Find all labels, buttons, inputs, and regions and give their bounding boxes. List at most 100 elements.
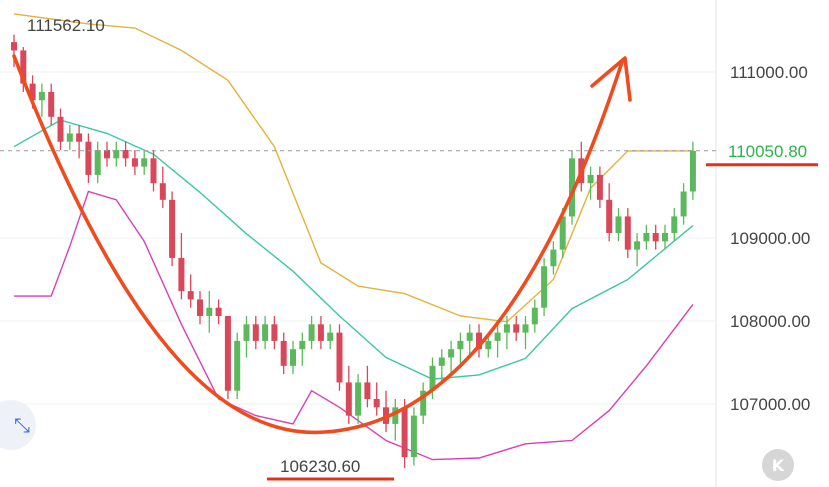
candle <box>327 324 334 350</box>
candle <box>206 291 213 333</box>
candle-body <box>317 324 324 341</box>
candle <box>94 141 101 184</box>
candle <box>150 150 157 192</box>
candle-body <box>141 158 148 167</box>
candle-body <box>243 324 250 341</box>
candle-body <box>48 91 55 117</box>
candle-body <box>104 150 110 159</box>
candle-body <box>689 150 696 192</box>
candle-body <box>327 332 334 341</box>
candle <box>317 316 324 350</box>
current-price-label: 110050.80 <box>728 142 807 161</box>
candle-body <box>410 415 417 458</box>
candle <box>308 316 315 350</box>
candle-body <box>299 340 306 350</box>
candle-body <box>11 42 17 51</box>
candle-body <box>531 307 538 325</box>
candle-body <box>513 324 520 333</box>
candle-body <box>20 50 27 84</box>
candle <box>662 224 668 250</box>
candle <box>494 324 501 358</box>
candle <box>401 399 408 468</box>
candle-body <box>187 291 194 300</box>
candle-body <box>234 340 241 391</box>
annotations <box>12 54 818 481</box>
candle-body <box>569 158 575 217</box>
candle-body <box>643 233 650 242</box>
candle <box>141 150 148 175</box>
candle <box>76 125 83 159</box>
candle-body <box>606 199 613 234</box>
candle <box>85 133 92 184</box>
candle <box>280 332 287 375</box>
candle-body <box>466 332 473 341</box>
candle-body <box>522 324 529 333</box>
candle-body <box>308 324 315 341</box>
candle <box>457 332 464 366</box>
candle-body <box>131 158 138 167</box>
candle-body <box>252 324 259 341</box>
candle-body <box>355 382 362 416</box>
ma-mid-line <box>13 119 694 380</box>
candle-body <box>587 174 594 184</box>
candle <box>224 316 231 400</box>
candle-body <box>662 233 668 242</box>
candle-body <box>66 133 73 142</box>
candle <box>671 208 678 242</box>
candle <box>615 208 622 242</box>
candle <box>680 183 687 225</box>
candle <box>606 183 613 242</box>
candle-body <box>76 133 83 142</box>
candle-body <box>448 349 455 358</box>
candle <box>541 257 548 317</box>
candle-body <box>503 324 510 333</box>
candle-body <box>197 299 203 317</box>
candle <box>178 233 185 300</box>
candle-body <box>652 233 659 242</box>
moving-average-lines <box>13 13 694 461</box>
candle <box>290 340 296 375</box>
candle-body <box>494 332 501 341</box>
cup-curve-annotation <box>12 54 624 435</box>
candle-body <box>485 340 492 350</box>
ma-upper-line <box>13 13 693 323</box>
candle <box>392 399 399 441</box>
candle-body <box>85 141 92 175</box>
candle <box>531 299 538 333</box>
collapse-back-icon: K <box>771 455 785 475</box>
candle <box>169 191 176 267</box>
candle-body <box>559 216 566 250</box>
candle-body <box>122 150 129 159</box>
candle-body <box>457 340 464 350</box>
candle <box>373 382 380 416</box>
ma-lower-line <box>14 190 694 461</box>
candle-body <box>680 191 687 217</box>
candle <box>252 316 259 350</box>
candle <box>131 150 138 175</box>
candle <box>197 291 203 325</box>
collapse-back-button[interactable]: K <box>762 449 794 481</box>
candle <box>159 166 166 209</box>
candle-body <box>38 91 45 101</box>
candle-body <box>206 307 213 317</box>
y-tick-label: 109000.00 <box>730 229 810 248</box>
candle <box>522 316 529 350</box>
candle <box>122 141 129 167</box>
candle-body <box>178 257 185 292</box>
candle <box>364 365 371 408</box>
candle <box>215 299 222 325</box>
candle <box>624 208 631 258</box>
candle <box>503 316 510 350</box>
candle-body <box>290 349 296 366</box>
candle <box>448 340 455 375</box>
candle <box>113 141 120 167</box>
candle-body <box>615 216 622 234</box>
candle <box>513 316 520 341</box>
candle <box>410 407 417 466</box>
candle <box>57 108 64 151</box>
candle <box>476 324 482 358</box>
candle <box>420 382 427 424</box>
candle <box>689 141 696 200</box>
candle-body <box>29 83 36 101</box>
